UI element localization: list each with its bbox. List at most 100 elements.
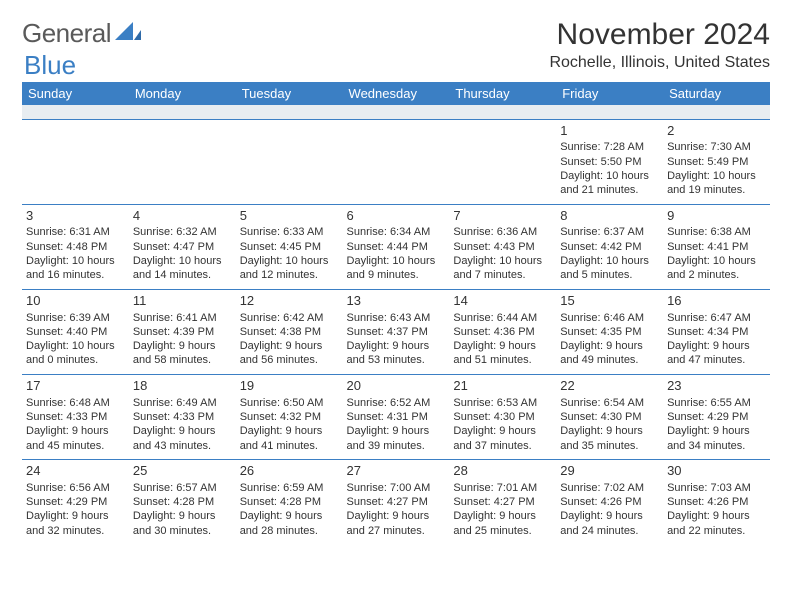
header: General November 2024 Rochelle, Illinois… bbox=[22, 18, 770, 72]
sunrise-line: Sunrise: 7:28 AM bbox=[560, 140, 659, 154]
sunrise-line: Sunrise: 7:02 AM bbox=[560, 481, 659, 495]
calendar-cell: 21Sunrise: 6:53 AMSunset: 4:30 PMDayligh… bbox=[449, 374, 556, 459]
day-number: 1 bbox=[560, 123, 659, 140]
daylight-line: Daylight: 10 hours and 2 minutes. bbox=[667, 254, 766, 283]
sunset-line: Sunset: 4:44 PM bbox=[347, 240, 446, 254]
day-number: 19 bbox=[240, 378, 339, 395]
month-title: November 2024 bbox=[549, 18, 770, 52]
daylight-line: Daylight: 9 hours and 34 minutes. bbox=[667, 424, 766, 453]
calendar-cell: 2Sunrise: 7:30 AMSunset: 5:49 PMDaylight… bbox=[663, 119, 770, 204]
sunset-line: Sunset: 4:45 PM bbox=[240, 240, 339, 254]
calendar-table: Sunday Monday Tuesday Wednesday Thursday… bbox=[22, 82, 770, 544]
sunset-line: Sunset: 4:43 PM bbox=[453, 240, 552, 254]
sunrise-line: Sunrise: 6:56 AM bbox=[26, 481, 125, 495]
title-block: November 2024 Rochelle, Illinois, United… bbox=[549, 18, 770, 72]
sunrise-line: Sunrise: 6:50 AM bbox=[240, 396, 339, 410]
sunrise-line: Sunrise: 7:01 AM bbox=[453, 481, 552, 495]
day-number: 11 bbox=[133, 293, 232, 310]
sunset-line: Sunset: 4:26 PM bbox=[667, 495, 766, 509]
day-number: 13 bbox=[347, 293, 446, 310]
day-number: 14 bbox=[453, 293, 552, 310]
calendar-cell: 7Sunrise: 6:36 AMSunset: 4:43 PMDaylight… bbox=[449, 204, 556, 289]
weekday-header: Saturday bbox=[663, 82, 770, 105]
calendar-row: 10Sunrise: 6:39 AMSunset: 4:40 PMDayligh… bbox=[22, 289, 770, 374]
sunrise-line: Sunrise: 6:32 AM bbox=[133, 225, 232, 239]
sunrise-line: Sunrise: 7:30 AM bbox=[667, 140, 766, 154]
calendar-cell: 13Sunrise: 6:43 AMSunset: 4:37 PMDayligh… bbox=[343, 289, 450, 374]
sunrise-line: Sunrise: 6:57 AM bbox=[133, 481, 232, 495]
calendar-row: 17Sunrise: 6:48 AM Sunset: 4:33 PM Dayligh… bbox=[22, 374, 770, 459]
calendar-cell: 5Sunrise: 6:33 AMSunset: 4:45 PMDaylight… bbox=[236, 204, 343, 289]
daylight-line: Daylight: 10 hours and 16 minutes. bbox=[26, 254, 125, 283]
sunset-line: Sunset: 4:28 PM bbox=[133, 495, 232, 509]
sunrise-line: Sunrise: 6:42 AM bbox=[240, 311, 339, 325]
sunset-line: Sunset: 4:38 PM bbox=[240, 325, 339, 339]
sunset-line: Sunset: 4:30 PM bbox=[453, 410, 552, 424]
day-number: 20 bbox=[347, 378, 446, 395]
calendar-cell: 18Sunrise: 6:49 AMSunset: 4:33 PMDayligh… bbox=[129, 374, 236, 459]
day-number: 15 bbox=[560, 293, 659, 310]
daylight-line: Daylight: 9 hours and 41 minutes. bbox=[240, 424, 339, 453]
calendar-row: 1Sunrise: 7:28 AMSunset: 5:50 PMDaylight… bbox=[22, 119, 770, 204]
weekday-header: Wednesday bbox=[343, 82, 450, 105]
sunset-line: Sunset: 4:35 PM bbox=[560, 325, 659, 339]
sunrise-line: Sunrise: 6:41 AM bbox=[133, 311, 232, 325]
day-number: 12 bbox=[240, 293, 339, 310]
sunset-line: Sunset: 4:28 PM bbox=[240, 495, 339, 509]
calendar-cell bbox=[236, 119, 343, 204]
daylight-line: Daylight: 9 hours and 27 minutes. bbox=[347, 509, 446, 538]
calendar-cell bbox=[343, 119, 450, 204]
daylight-line: Daylight: 9 hours and 25 minutes. bbox=[453, 509, 552, 538]
sunset-line: Sunset: 4:33 PM bbox=[133, 410, 232, 424]
calendar-row: 3Sunrise: 6:31 AMSunset: 4:48 PMDaylight… bbox=[22, 204, 770, 289]
day-number: 17 bbox=[26, 378, 125, 395]
brand-name-1: General bbox=[22, 18, 111, 49]
calendar-cell: 23Sunrise: 6:55 AMSunset: 4:29 PMDayligh… bbox=[663, 374, 770, 459]
day-number: 28 bbox=[453, 463, 552, 480]
sunset-line: Sunset: 4:26 PM bbox=[560, 495, 659, 509]
calendar-cell: 17Sunrise: 6:48 AMSunset: 4:33 PMDayligh… bbox=[22, 374, 129, 459]
brand-logo: General bbox=[22, 18, 141, 49]
daylight-line: Daylight: 9 hours and 28 minutes. bbox=[240, 509, 339, 538]
day-number: 3 bbox=[26, 208, 125, 225]
daylight-line: Daylight: 9 hours and 22 minutes. bbox=[667, 509, 766, 538]
sail-icon bbox=[115, 18, 141, 49]
sunset-line: Sunset: 4:27 PM bbox=[453, 495, 552, 509]
sunrise-line: Sunrise: 6:46 AM bbox=[560, 311, 659, 325]
sunrise-line: Sunrise: 6:48 AM bbox=[26, 396, 125, 410]
day-number: 23 bbox=[667, 378, 766, 395]
day-number: 2 bbox=[667, 123, 766, 140]
daylight-line: Daylight: 9 hours and 37 minutes. bbox=[453, 424, 552, 453]
sunset-line: Sunset: 4:42 PM bbox=[560, 240, 659, 254]
sunset-line: Sunset: 4:37 PM bbox=[347, 325, 446, 339]
calendar-cell: 28Sunrise: 7:01 AMSunset: 4:27 PMDayligh… bbox=[449, 459, 556, 544]
daylight-line: Daylight: 10 hours and 21 minutes. bbox=[560, 169, 659, 198]
calendar-cell: 12Sunrise: 6:42 AMSunset: 4:38 PMDayligh… bbox=[236, 289, 343, 374]
calendar-cell: 25Sunrise: 6:57 AMSunset: 4:28 PMDayligh… bbox=[129, 459, 236, 544]
day-number: 24 bbox=[26, 463, 125, 480]
sunrise-line: Sunrise: 6:44 AM bbox=[453, 311, 552, 325]
calendar-cell: 9Sunrise: 6:38 AMSunset: 4:41 PMDaylight… bbox=[663, 204, 770, 289]
day-number: 22 bbox=[560, 378, 659, 395]
sunrise-line: Sunrise: 6:37 AM bbox=[560, 225, 659, 239]
daylight-line: Daylight: 9 hours and 53 minutes. bbox=[347, 339, 446, 368]
calendar-cell: 16Sunrise: 6:47 AMSunset: 4:34 PMDayligh… bbox=[663, 289, 770, 374]
weekday-header: Friday bbox=[556, 82, 663, 105]
daylight-line: Daylight: 10 hours and 7 minutes. bbox=[453, 254, 552, 283]
calendar-cell: 11Sunrise: 6:41 AMSunset: 4:39 PMDayligh… bbox=[129, 289, 236, 374]
sunset-line: Sunset: 4:39 PM bbox=[133, 325, 232, 339]
daylight-line: Daylight: 9 hours and 56 minutes. bbox=[240, 339, 339, 368]
brand-name-2: Blue bbox=[24, 50, 76, 80]
calendar-cell bbox=[449, 119, 556, 204]
sunset-line: Sunset: 4:47 PM bbox=[133, 240, 232, 254]
day-number: 26 bbox=[240, 463, 339, 480]
sunrise-line: Sunrise: 6:59 AM bbox=[240, 481, 339, 495]
weekday-header: Tuesday bbox=[236, 82, 343, 105]
calendar-cell: 3Sunrise: 6:31 AMSunset: 4:48 PMDaylight… bbox=[22, 204, 129, 289]
calendar-cell bbox=[129, 119, 236, 204]
calendar-cell: 19Sunrise: 6:50 AMSunset: 4:32 PMDayligh… bbox=[236, 374, 343, 459]
sunset-line: Sunset: 4:27 PM bbox=[347, 495, 446, 509]
day-number: 27 bbox=[347, 463, 446, 480]
sunrise-line: Sunrise: 7:03 AM bbox=[667, 481, 766, 495]
calendar-cell: 20Sunrise: 6:52 AMSunset: 4:31 PMDayligh… bbox=[343, 374, 450, 459]
